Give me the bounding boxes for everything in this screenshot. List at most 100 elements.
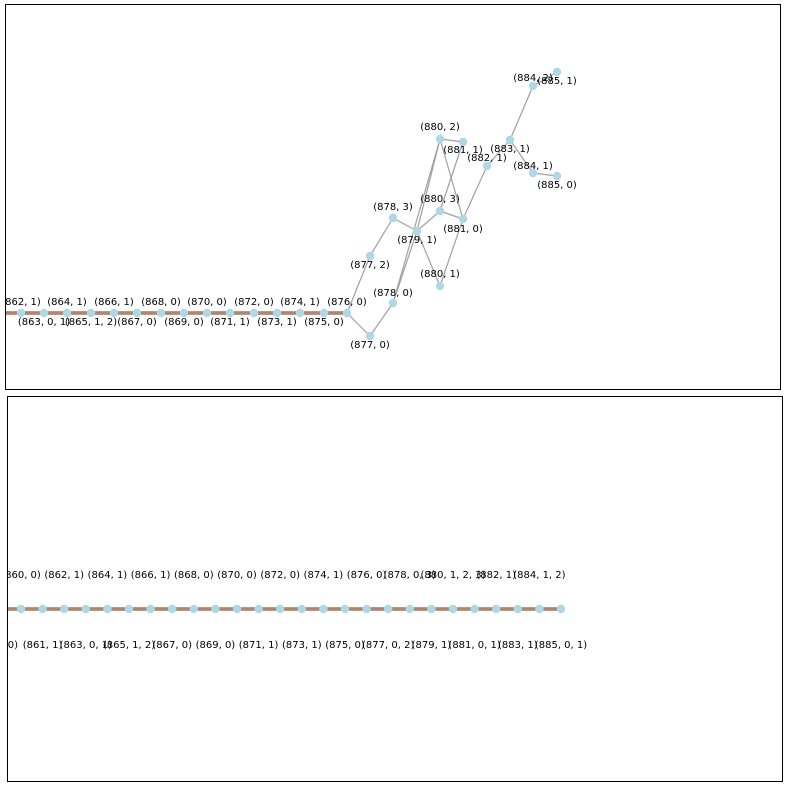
graph-node <box>340 604 350 614</box>
graph-node <box>528 168 538 178</box>
node-label: (883, 1) <box>490 144 530 155</box>
graph-node <box>552 171 562 181</box>
node-label: (884, 1) <box>513 161 553 172</box>
graph-edge <box>486 139 511 167</box>
node-label: (885, 0, 1) <box>535 640 587 651</box>
node-label: (885, 0) <box>537 180 577 191</box>
node-label: (864, 1) <box>47 297 87 308</box>
graph-canvas-bottom: (860, 0) (861, 1) (862, 1) (863, 0, 1) (864,… <box>8 570 587 651</box>
graph-node <box>211 604 220 614</box>
graph-node <box>16 308 26 318</box>
graph-node <box>297 604 306 614</box>
graph-edge <box>509 139 534 174</box>
graph-node <box>552 67 562 77</box>
node-label: (869, 0) <box>164 317 204 328</box>
graph-node <box>435 134 445 144</box>
graph-node <box>319 308 329 318</box>
graph-node <box>38 604 47 614</box>
graph-edge <box>346 255 371 314</box>
node-label: (873, 1) <box>257 317 297 328</box>
node-label: (882, 1) <box>476 570 516 581</box>
graph-node <box>62 308 72 318</box>
graph-node <box>60 604 69 614</box>
graph-node <box>435 281 445 291</box>
graph-node <box>427 604 436 614</box>
graph-node <box>225 308 235 318</box>
graph-edge <box>462 165 488 220</box>
node-label: (880, 1) <box>420 269 460 280</box>
node-label: (877, 2) <box>350 260 390 271</box>
node-label: (878, 0, 3) <box>384 570 436 581</box>
graph-node <box>528 81 538 91</box>
graph-node <box>535 604 544 614</box>
node-label: (877, 0) <box>350 340 390 351</box>
node-label: (872, 0) <box>234 297 274 308</box>
node-label: (884, 1, 2) <box>513 570 565 581</box>
node-label: (864, 1) <box>88 570 128 581</box>
node-label: (875, 0) <box>325 640 365 651</box>
node-label: (877, 0, 2) <box>362 640 414 651</box>
node-label: (875, 0) <box>304 317 344 328</box>
graph-node <box>39 308 49 318</box>
node-label: 0) <box>8 640 18 651</box>
graph-node <box>458 214 468 224</box>
graph-node <box>505 135 515 145</box>
node-label: (862, 1) <box>44 570 84 581</box>
node-label: (870, 0) <box>217 570 257 581</box>
graph-edge <box>369 302 394 337</box>
graph-panel-bottom: (860, 0) (861, 1) (862, 1) (863, 0, 1) (864,… <box>7 396 783 782</box>
node-label: (871, 1) <box>239 640 279 651</box>
node-label: (865, 1, 2) <box>103 640 155 651</box>
node-label: (879, 1) <box>397 235 437 246</box>
node-label: (876, 0) <box>327 297 367 308</box>
node-label: (872, 0) <box>260 570 300 581</box>
graph-node <box>295 308 305 318</box>
graph-node <box>362 604 371 614</box>
graph-edge <box>416 230 441 287</box>
graph-node <box>513 604 522 614</box>
node-label: (880, 3) <box>420 194 460 205</box>
graph-edge <box>439 138 464 220</box>
node-label: (869, 0) <box>196 640 236 651</box>
node-label: (873, 1) <box>282 640 322 651</box>
node-label: (866, 1) <box>94 297 134 308</box>
graph-node <box>103 604 112 614</box>
graph-node <box>81 604 91 614</box>
node-label: (880, 1, 2, 3) <box>420 570 485 581</box>
node-label: (883, 1) <box>498 640 538 651</box>
graph-node <box>492 604 501 614</box>
graph-edge <box>532 71 558 87</box>
graph-node <box>384 604 393 614</box>
node-label: (881, 0, 1) <box>448 640 500 651</box>
graph-node <box>124 604 134 614</box>
graph-node <box>179 308 189 318</box>
graph-node <box>156 308 166 318</box>
node-label: (860, 0) <box>8 570 41 581</box>
node-label: (866, 1) <box>131 570 171 581</box>
node-label: (863, 0, 1) <box>18 317 70 328</box>
graph-node <box>470 604 479 614</box>
graph-node <box>202 308 212 318</box>
graph-panel-top: (862, 1)(863, 0, 1)(864, 1)(865, 1, 2)(8… <box>5 4 781 390</box>
graph-node <box>272 308 282 318</box>
graph-node <box>232 604 242 614</box>
graph-node <box>458 137 468 147</box>
graph-node <box>556 604 566 614</box>
graph-node <box>448 604 458 614</box>
graph-node <box>482 161 492 171</box>
graph-node <box>86 308 96 318</box>
graph-node <box>342 308 352 318</box>
node-label: (881, 0) <box>443 224 483 235</box>
graph-node <box>16 604 26 614</box>
node-label: (871, 1) <box>210 317 250 328</box>
graph-node <box>189 604 198 614</box>
node-label: (881, 1) <box>443 145 483 156</box>
graph-node <box>276 604 285 614</box>
graph-edge <box>369 217 394 257</box>
graph-node <box>109 308 119 318</box>
node-label: (874, 1) <box>280 297 320 308</box>
graph-node <box>254 604 263 614</box>
node-label: (862, 1) <box>6 297 41 308</box>
graph-node <box>405 604 414 614</box>
graph-node <box>365 251 375 261</box>
